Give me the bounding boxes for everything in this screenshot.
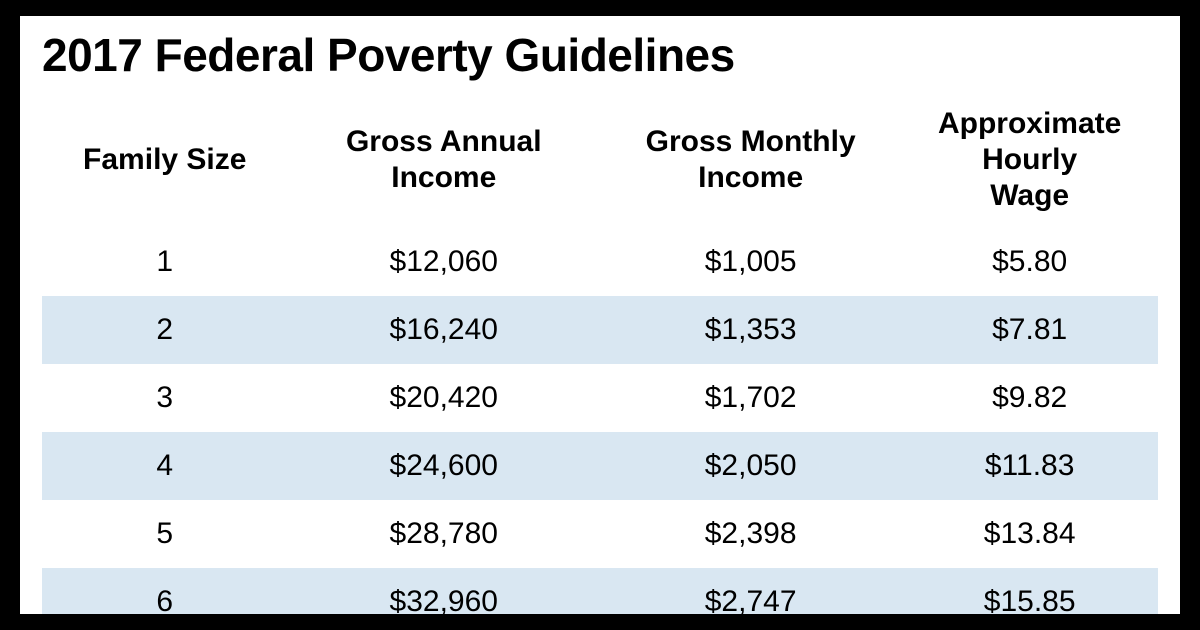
col-header-family-size: Family Size bbox=[42, 98, 288, 228]
content-panel: 2017 Federal Poverty Guidelines Family S… bbox=[20, 16, 1180, 614]
cell-family-size: 6 bbox=[42, 568, 288, 614]
cell-monthly-income: $1,702 bbox=[600, 364, 901, 432]
cell-annual-income: $16,240 bbox=[288, 296, 600, 364]
cell-annual-income: $12,060 bbox=[288, 228, 600, 296]
table-header-row: Family Size Gross AnnualIncome Gross Mon… bbox=[42, 98, 1158, 228]
cell-hourly-wage: $13.84 bbox=[901, 500, 1158, 568]
cell-annual-income: $24,600 bbox=[288, 432, 600, 500]
cell-family-size: 5 bbox=[42, 500, 288, 568]
table-row: 6 $32,960 $2,747 $15.85 bbox=[42, 568, 1158, 614]
cell-annual-income: $28,780 bbox=[288, 500, 600, 568]
col-header-annual-income: Gross AnnualIncome bbox=[288, 98, 600, 228]
table-row: 1 $12,060 $1,005 $5.80 bbox=[42, 228, 1158, 296]
cell-hourly-wage: $9.82 bbox=[901, 364, 1158, 432]
col-header-hourly-wage: Approximate HourlyWage bbox=[901, 98, 1158, 228]
poverty-guidelines-table: Family Size Gross AnnualIncome Gross Mon… bbox=[42, 98, 1158, 614]
cell-hourly-wage: $7.81 bbox=[901, 296, 1158, 364]
cell-monthly-income: $2,050 bbox=[600, 432, 901, 500]
table-row: 4 $24,600 $2,050 $11.83 bbox=[42, 432, 1158, 500]
cell-hourly-wage: $11.83 bbox=[901, 432, 1158, 500]
col-header-monthly-income: Gross MonthlyIncome bbox=[600, 98, 901, 228]
table-row: 2 $16,240 $1,353 $7.81 bbox=[42, 296, 1158, 364]
cell-family-size: 3 bbox=[42, 364, 288, 432]
cell-annual-income: $32,960 bbox=[288, 568, 600, 614]
table-row: 3 $20,420 $1,702 $9.82 bbox=[42, 364, 1158, 432]
cell-monthly-income: $2,747 bbox=[600, 568, 901, 614]
cell-hourly-wage: $5.80 bbox=[901, 228, 1158, 296]
cell-monthly-income: $2,398 bbox=[600, 500, 901, 568]
cell-annual-income: $20,420 bbox=[288, 364, 600, 432]
cell-monthly-income: $1,353 bbox=[600, 296, 901, 364]
cell-family-size: 2 bbox=[42, 296, 288, 364]
table-row: 5 $28,780 $2,398 $13.84 bbox=[42, 500, 1158, 568]
page-title: 2017 Federal Poverty Guidelines bbox=[42, 28, 1158, 82]
cell-monthly-income: $1,005 bbox=[600, 228, 901, 296]
cell-family-size: 1 bbox=[42, 228, 288, 296]
cell-hourly-wage: $15.85 bbox=[901, 568, 1158, 614]
cell-family-size: 4 bbox=[42, 432, 288, 500]
